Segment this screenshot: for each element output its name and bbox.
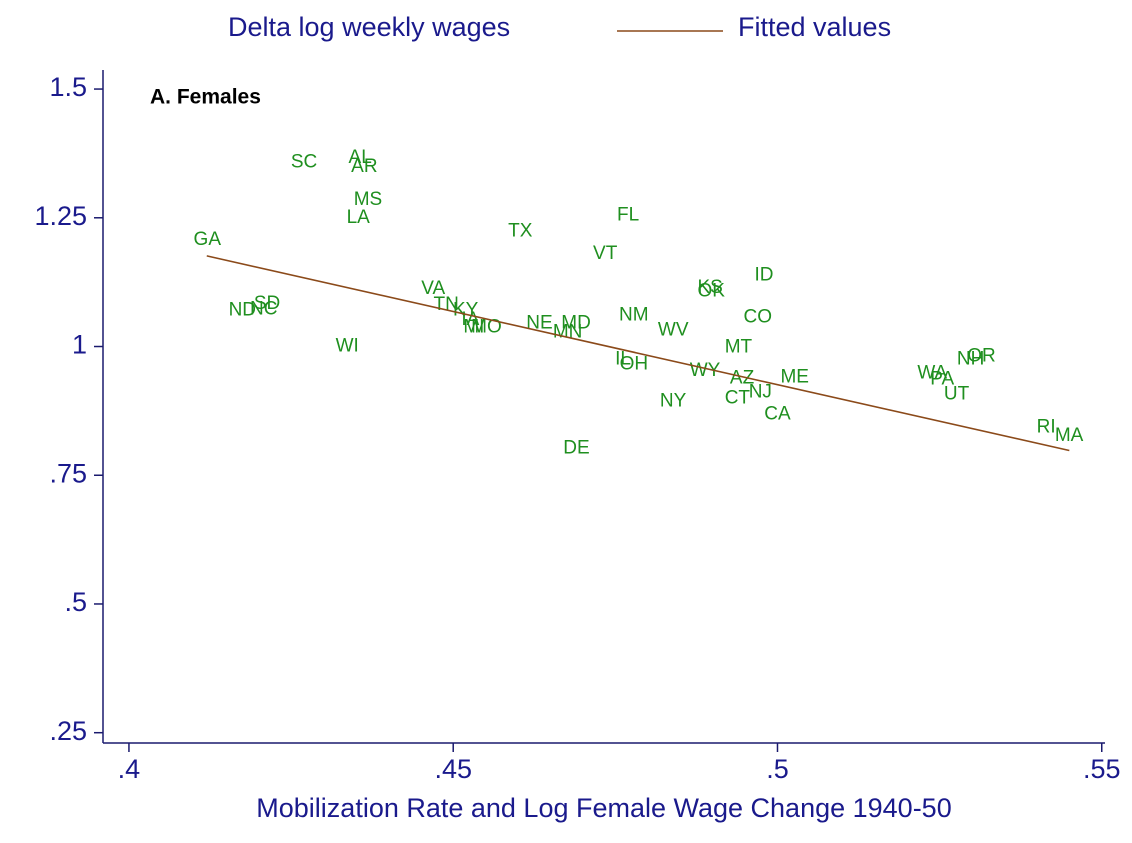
state-marker-label: WV <box>658 320 689 341</box>
state-marker-label: CT <box>725 388 751 409</box>
state-marker-label: MT <box>725 337 753 358</box>
state-marker-label: WA <box>917 362 947 383</box>
fitted-line <box>206 255 1070 452</box>
y-tick-label: 1.25 <box>34 201 87 231</box>
state-marker-label: TN <box>434 294 459 315</box>
y-tick-label: 1 <box>72 330 87 360</box>
x-tick-label: .5 <box>766 754 789 784</box>
state-marker-label: UT <box>944 383 970 404</box>
state-marker-label: GA <box>194 229 222 250</box>
state-marker-label: TX <box>508 221 533 242</box>
state-marker-label: ND <box>229 299 256 320</box>
state-marker-label: DE <box>563 437 589 458</box>
y-tick-label: 1.5 <box>49 72 87 102</box>
x-axis-title: Mobilization Rate and Log Female Wage Ch… <box>256 793 951 823</box>
state-marker-label: AL <box>349 147 372 168</box>
state-marker-label: WY <box>690 360 721 381</box>
state-marker-label: WI <box>336 336 359 357</box>
x-tick-label: .45 <box>434 754 472 784</box>
state-marker-label: MA <box>1055 425 1084 446</box>
state-marker-label: NE <box>526 312 552 333</box>
state-marker-label: MS <box>354 189 383 210</box>
state-marker-label: VA <box>421 278 445 299</box>
y-tick-label: .75 <box>49 458 87 488</box>
state-marker-label: ME <box>780 366 809 387</box>
legend-label: Delta log weekly wages <box>228 12 510 42</box>
state-marker-label: VT <box>593 243 618 264</box>
state-marker-label: ID <box>755 264 774 285</box>
state-marker-label: KS <box>697 277 722 298</box>
state-marker-label: MI <box>463 316 484 337</box>
x-tick-label: .55 <box>1083 754 1121 784</box>
state-marker-label: SC <box>291 152 317 173</box>
state-marker-label: OR <box>967 345 996 366</box>
y-tick-label: .25 <box>49 716 87 746</box>
state-marker-label: CO <box>744 307 773 328</box>
x-tick-label: .4 <box>118 754 141 784</box>
state-marker-label: AR <box>351 156 377 177</box>
state-marker-label: FL <box>617 205 639 226</box>
state-marker-label: PA <box>930 368 954 389</box>
state-marker-label: IA <box>461 309 479 330</box>
state-marker-label: NJ <box>749 381 772 402</box>
state-marker-label: NY <box>660 391 687 412</box>
state-marker-label: MN <box>553 322 583 343</box>
state-marker-label: NH <box>957 348 984 369</box>
state-marker-label: LA <box>347 207 371 228</box>
state-marker-label: IL <box>615 348 631 369</box>
state-marker-label: SD <box>254 293 280 314</box>
state-marker-label: CA <box>764 403 791 424</box>
state-marker-label: RI <box>1037 416 1056 437</box>
panel-title: A. Females <box>150 86 261 109</box>
state-marker-label: OK <box>697 280 725 301</box>
state-marker-label: MD <box>561 312 591 333</box>
state-marker-label: NC <box>250 298 277 319</box>
state-marker-label: AZ <box>730 367 755 388</box>
state-marker-label: MO <box>471 316 502 337</box>
state-marker-label: OH <box>620 354 649 375</box>
state-marker-label: NM <box>619 305 649 326</box>
y-tick-label: .5 <box>64 587 87 617</box>
legend-label: Fitted values <box>738 12 891 42</box>
